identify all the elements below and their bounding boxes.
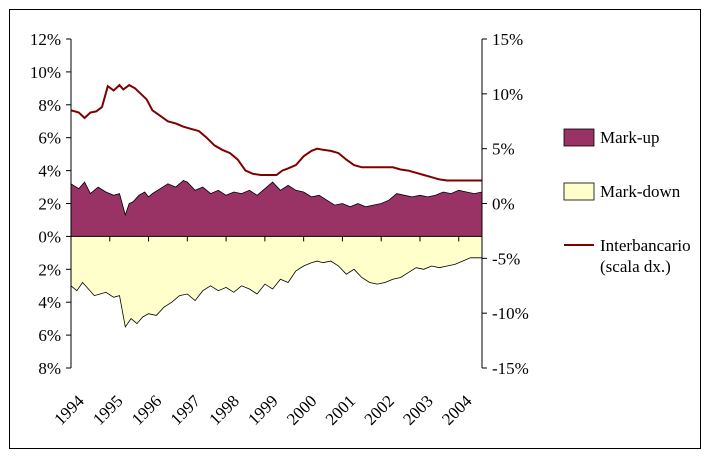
x-tick-label: 2001 xyxy=(322,391,359,428)
y-left-tick-label: 0% xyxy=(38,227,61,246)
legend: Mark-up Mark-down Interbancario (scala d… xyxy=(563,128,691,276)
series-mark-down-outline xyxy=(70,257,482,328)
y-right-tick-label: 10% xyxy=(492,85,523,104)
x-tick-label: 1994 xyxy=(50,391,88,429)
y-right-tick-label: -10% xyxy=(492,304,529,323)
legend-label-interbancario: Interbancario xyxy=(600,236,691,255)
x-tick-label: 1998 xyxy=(205,391,242,428)
legend-label-scala: (scala dx.) xyxy=(600,257,671,276)
legend-label-mark-down: Mark-down xyxy=(600,182,681,201)
series-mark-down-area xyxy=(71,236,482,327)
x-tick-label: 2002 xyxy=(361,391,398,428)
series-mark-up-area xyxy=(71,180,482,237)
legend-swatch-mark-down xyxy=(563,182,595,201)
x-tick-label: 2004 xyxy=(438,391,476,429)
y-left-tick-label: 2% xyxy=(38,260,61,279)
y-right-tick-label: 5% xyxy=(492,140,515,159)
y-left-tick-label: 8% xyxy=(38,359,61,378)
y-right-tick-label: 0% xyxy=(492,195,515,214)
x-tick-label: 1999 xyxy=(244,391,281,428)
y-right-tick-label: -15% xyxy=(492,359,529,378)
legend-swatch-mark-up xyxy=(563,128,595,147)
x-tick-label: 1995 xyxy=(89,391,126,428)
y-left-tick-label: 6% xyxy=(38,326,61,345)
y-axis-left: 12% 10% 8% 6% 4% 2% 0% 2% 4% 6% 8% xyxy=(30,30,72,378)
y-right-tick-label: 15% xyxy=(492,30,523,49)
y-left-tick-label: 6% xyxy=(38,129,61,148)
y-left-tick-label: 10% xyxy=(30,63,61,82)
series-mark-up-outline xyxy=(70,180,483,217)
x-tick-label: 1996 xyxy=(128,391,165,428)
legend-label-mark-up: Mark-up xyxy=(600,128,659,147)
x-tick-label: 2000 xyxy=(283,391,320,428)
series-interbancario-line xyxy=(70,83,482,182)
x-tick-label: 1997 xyxy=(167,391,205,429)
y-left-tick-label: 2% xyxy=(38,195,61,214)
y-axis-right: 15% 10% 5% 0% -5% -10% -15% xyxy=(481,30,529,378)
y-left-tick-label: 12% xyxy=(30,30,61,49)
x-tick-label: 2003 xyxy=(399,391,436,428)
y-left-tick-label: 8% xyxy=(38,96,61,115)
y-left-tick-label: 4% xyxy=(38,162,61,181)
plot-area xyxy=(70,83,483,328)
y-left-tick-label: 4% xyxy=(38,293,61,312)
y-right-tick-label: -5% xyxy=(492,249,520,268)
